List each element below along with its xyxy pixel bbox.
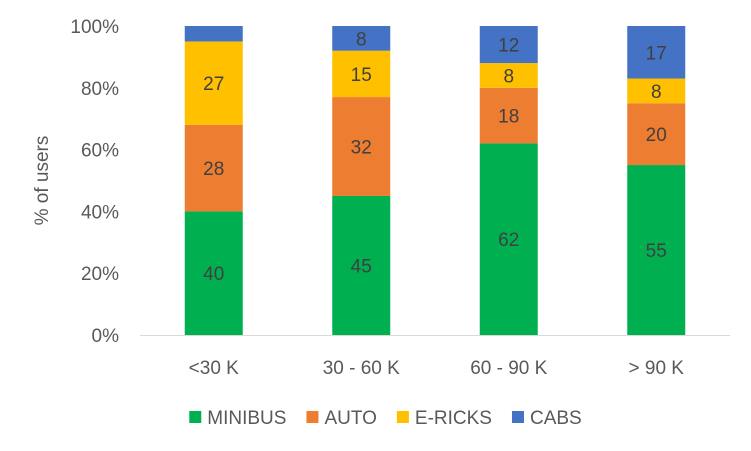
bar-segment xyxy=(627,26,686,79)
data-label: 40 xyxy=(203,264,224,285)
legend-swatch xyxy=(306,411,319,423)
y-axis-title: % of users xyxy=(32,136,53,226)
x-tick-label: > 90 K xyxy=(629,358,685,379)
bar-segment xyxy=(332,50,391,98)
data-label: 15 xyxy=(351,65,372,86)
legend: MINIBUS AUTO E-RICKS CABS xyxy=(189,408,582,429)
data-label: 17 xyxy=(646,43,667,64)
legend-swatch xyxy=(396,411,409,423)
legend-swatch xyxy=(511,411,524,423)
bar-segment xyxy=(627,103,686,166)
legend-label: CABS xyxy=(530,408,582,429)
bar-segment xyxy=(332,97,391,196)
y-axis-title-group: % of users xyxy=(32,136,53,226)
bar-segment xyxy=(479,26,538,64)
bar-segment xyxy=(479,143,538,335)
y-tick-label: 60% xyxy=(81,141,119,162)
legend-label: AUTO xyxy=(324,408,376,429)
bar-segment xyxy=(184,41,243,125)
bar-segment xyxy=(479,63,538,88)
bar-segment xyxy=(627,165,686,335)
data-label: 27 xyxy=(203,74,224,95)
y-tick-label: 100% xyxy=(70,17,119,38)
data-label: 8 xyxy=(651,82,662,103)
data-label: 18 xyxy=(498,107,519,128)
bar-segment xyxy=(184,26,243,42)
data-label: 62 xyxy=(498,230,519,251)
data-label: 20 xyxy=(646,125,667,146)
data-label: 45 xyxy=(351,256,372,277)
data-label: 32 xyxy=(351,138,372,159)
y-tick-label: 0% xyxy=(92,326,120,347)
legend-label: MINIBUS xyxy=(207,408,286,429)
y-tick-label: 20% xyxy=(81,264,119,285)
bar-segment xyxy=(479,87,538,144)
x-tick-label: <30 K xyxy=(189,358,240,379)
bar-segment xyxy=(627,78,686,104)
bar-segment xyxy=(184,124,243,212)
data-label: 8 xyxy=(503,66,514,87)
data-label: 8 xyxy=(356,29,367,50)
bar-segment xyxy=(184,211,243,335)
bar-segment xyxy=(332,26,391,51)
bars: 40 28 27 45 32 15 8 62 18 8 12 55 20 8 17 xyxy=(184,26,686,335)
bar-segment xyxy=(332,195,391,335)
x-axis-ticks: <30 K 30 - 60 K 60 - 90 K > 90 K xyxy=(189,358,685,379)
y-axis-ticks: 0% 20% 40% 60% 80% 100% xyxy=(70,17,119,347)
x-tick-label: 60 - 90 K xyxy=(470,358,547,379)
data-label: 28 xyxy=(203,159,224,180)
legend-swatch xyxy=(189,411,202,423)
legend-label: E-RICKS xyxy=(415,408,492,429)
y-tick-label: 80% xyxy=(81,79,119,100)
x-tick-label: 30 - 60 K xyxy=(323,358,400,379)
y-tick-label: 40% xyxy=(81,202,119,223)
data-label: 12 xyxy=(498,36,519,57)
data-label: 55 xyxy=(646,241,667,262)
